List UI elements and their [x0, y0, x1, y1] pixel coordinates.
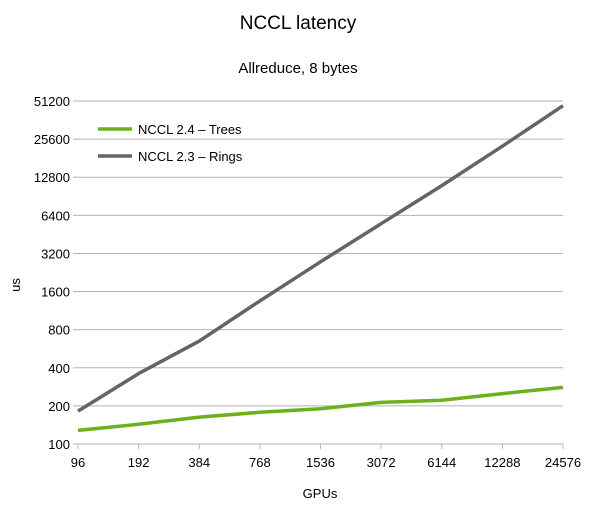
chart-title: NCCL latency — [240, 13, 357, 34]
y-tick-label: 12800 — [34, 170, 70, 185]
x-tick-label: 12288 — [484, 455, 520, 470]
y-tick-label: 6400 — [41, 208, 70, 223]
series-lines — [77, 104, 564, 433]
x-tick-label: 3072 — [367, 455, 396, 470]
y-tick-label: 100 — [48, 437, 70, 452]
x-axis-title: GPUs — [303, 486, 338, 501]
axes: 100 200 400 800 1600 3200 6400 12800 25600 51200 9… — [34, 94, 581, 470]
x-tick-label: 192 — [128, 455, 150, 470]
y-tick-label: 400 — [48, 361, 70, 376]
y-tick-label: 25600 — [34, 132, 70, 147]
y-tick-label: 800 — [48, 323, 70, 338]
legend: NCCL 2.4 – Trees NCCL 2.3 – Rings — [98, 122, 243, 164]
gridlines — [78, 100, 563, 407]
x-tick-label: 384 — [188, 455, 210, 470]
x-tick-label: 768 — [249, 455, 271, 470]
x-tick-label: 6144 — [427, 455, 456, 470]
y-tick-label: 1600 — [41, 285, 70, 300]
y-tick-label: 51200 — [34, 94, 70, 109]
legend-label: NCCL 2.3 – Rings — [138, 149, 243, 164]
x-tick-label: 96 — [71, 455, 85, 470]
legend-label: NCCL 2.4 – Trees — [138, 122, 242, 137]
y-tick-label: 200 — [48, 399, 70, 414]
series-line-1 — [77, 104, 564, 413]
x-tick-label: 24576 — [545, 455, 581, 470]
y-tick-label: 3200 — [41, 246, 70, 261]
chart-subtitle: Allreduce, 8 bytes — [238, 60, 357, 77]
series-line-0 — [77, 385, 564, 433]
y-axis-title: us — [8, 278, 23, 292]
x-tick-label: 1536 — [306, 455, 335, 470]
